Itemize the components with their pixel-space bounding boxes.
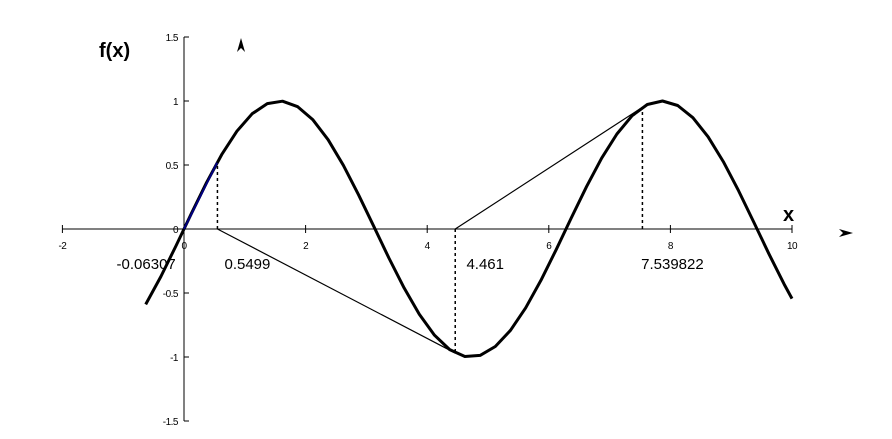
y-axis-label: f(x) <box>99 40 130 62</box>
x-tick-label: 4 <box>425 241 431 252</box>
x-axis-label: x <box>783 204 794 226</box>
y-tick-label: 0.5 <box>166 161 179 172</box>
x-tick-label: 10 <box>787 241 798 252</box>
axes: -2 0 2 4 6 8 10 1.5 1 0.5 0 -0.5 -1 -1.5 <box>58 33 798 428</box>
iterate-label: -0.06307 <box>117 256 176 273</box>
y-tick-label: -0.5 <box>163 289 179 300</box>
tangent-segment <box>217 228 456 354</box>
y-axis-arrow-icon <box>237 38 245 52</box>
iterate-label: 0.5499 <box>224 256 270 273</box>
y-tick-label: -1 <box>170 353 179 364</box>
x-tick-label: 8 <box>668 241 674 252</box>
series-line <box>144 99 794 358</box>
x-tick-label: 2 <box>303 241 309 252</box>
x-tick-label: 0 <box>181 241 187 252</box>
tangent-segment <box>454 106 643 230</box>
x-axis-arrow-icon <box>839 229 853 237</box>
y-tick-label: 0 <box>173 225 179 236</box>
iterate-label: 4.461 <box>466 256 504 273</box>
y-tick-label: 1.5 <box>166 33 179 44</box>
tangent-segment <box>183 161 219 230</box>
marks: -0.06307 0.5499 4.461 7.539822 <box>117 99 794 358</box>
x-tick-label: 6 <box>546 241 552 252</box>
x-tick-label: -2 <box>58 241 67 252</box>
iterate-label: 7.539822 <box>641 256 704 273</box>
y-tick-label: -1.5 <box>163 417 179 428</box>
y-tick-label: 1 <box>173 97 179 108</box>
